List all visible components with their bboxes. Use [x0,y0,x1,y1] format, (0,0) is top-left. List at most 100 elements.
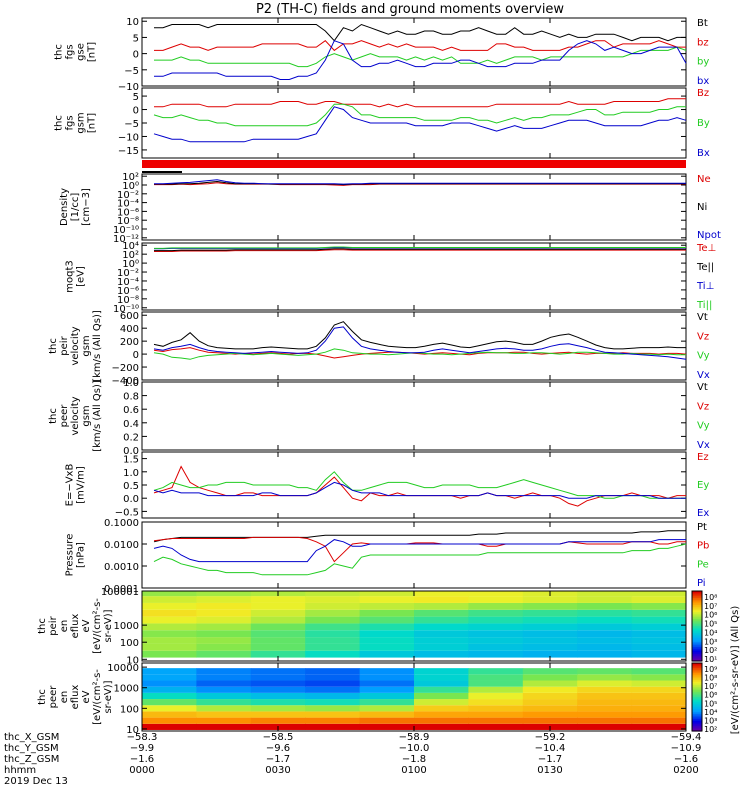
colorbar-cell [692,594,702,597]
heatmap-cell [359,650,415,658]
x-tick-label: 0130 [537,765,562,776]
heatmap-cell [631,717,687,724]
colorbar-cell [692,624,702,627]
heatmap-cell [359,637,415,644]
y-tick-label: −10 [118,82,139,93]
series-line-Ex [153,481,686,499]
colorbar-tick-label: 10⁴ [704,628,717,637]
y-axis-label: velocity [70,396,81,435]
series-line-Bx [153,106,687,143]
x-tick-label: −58.3 [127,732,158,743]
x-tick-label: −1.8 [402,754,426,765]
colorbar-cell [692,641,702,645]
y-axis-label: thc [48,408,59,424]
heatmap-cell [196,609,252,617]
heatmap-cell [522,596,578,603]
heatmap-cell [196,699,252,706]
colorbar-tick-label: 10³ [704,716,717,725]
heatmap-cell [414,609,469,617]
heatmap-cell [631,616,687,624]
series-line-Pi [153,539,686,563]
colorbar-tick-label: 10⁶ [704,611,717,620]
heatmap-cell [414,692,469,700]
x-tick-label: −1.7 [266,754,290,765]
heatmap-cell [468,623,524,631]
colorbar-cell [692,599,702,603]
colorbar-cell [692,605,702,608]
heatmap-cell [414,711,469,718]
heatmap-cell [577,668,633,675]
y-tick-label: 100 [120,704,139,715]
series-line-bx [154,40,687,80]
series-line-by [154,46,687,68]
heatmap-cell [142,717,197,724]
y-tick-label: 1.0 [123,468,139,479]
heatmap-cell [414,674,469,681]
y-tick-label: 10⁻⁸ [117,216,139,227]
heatmap-cell [522,699,578,706]
y-axis-label: eV [81,619,92,632]
series-line-bz [154,40,686,52]
colorbar-cell [692,627,702,631]
colorbar-cell [692,634,702,638]
colorbar-cell [692,652,702,655]
y-tick-label: 10 [126,655,139,666]
colorbar-cell [692,710,702,713]
heatmap-cell [305,686,361,693]
series-line-Te|| [154,248,686,252]
y-axis-label: velocity [70,326,81,365]
colorbar-cell [692,681,702,684]
legend-Pi: Pi [697,578,706,589]
heatmap-cell [359,630,415,638]
y-axis-label: thc [37,618,48,634]
y-axis-label: [cm−3] [81,188,92,226]
colorbar-cell [692,669,702,673]
y-axis-label: gsm [76,112,87,133]
legend-bx: bx [697,76,709,87]
x-tick-label: −10.0 [399,743,430,754]
colorbar-cell [692,702,702,705]
colorbar-cell [692,592,702,596]
heatmap-cell [631,643,687,651]
legend-Vx: Vx [697,370,710,381]
y-axis-label: thc [48,338,59,354]
series-line-Vx [153,326,687,360]
heatmap-cell [468,602,524,610]
colorbar-cell [692,613,702,617]
legend-By: By [697,118,710,129]
colorbar-cell [692,685,702,688]
heatmap-cell [305,602,361,610]
heatmap-cell [631,596,687,603]
colorbar-cell [692,619,702,622]
y-axis-label: [km/s (All Qs)] [92,310,103,382]
heatmap-cell [631,711,687,718]
legend-Ey: Ey [697,480,709,491]
heatmap-cell [631,692,687,700]
y-tick-label: 10⁰ [122,259,139,270]
heatmap-cell [142,616,197,624]
panel-frame [141,242,687,311]
heatmap-cell [250,602,306,610]
legend-Vt: Vt [697,382,708,393]
legend-Ti⊥: Ti⊥ [696,281,714,292]
colorbar-cell [692,707,702,710]
heatmap-cell [414,699,469,706]
y-axis-label: fgs [65,115,76,130]
y-axis-label: peir [59,335,70,355]
heatmap-cell [414,717,469,724]
heatmap-cell [577,680,633,687]
heatmap-cell [359,591,415,597]
x-tick-label: −10.9 [671,743,702,754]
heatmap-cell [577,623,633,631]
heatmap-cell [250,630,306,638]
y-axis-label: en [59,620,70,633]
legend-Ne: Ne [697,174,711,185]
heatmap-cell [305,711,361,718]
heatmap-cell [305,674,361,681]
colorbar-cell [692,655,702,659]
heatmap-cell [577,711,633,718]
colorbar-cell [692,640,702,643]
heatmap-cell [414,723,469,730]
colorbar-cell [692,698,702,701]
